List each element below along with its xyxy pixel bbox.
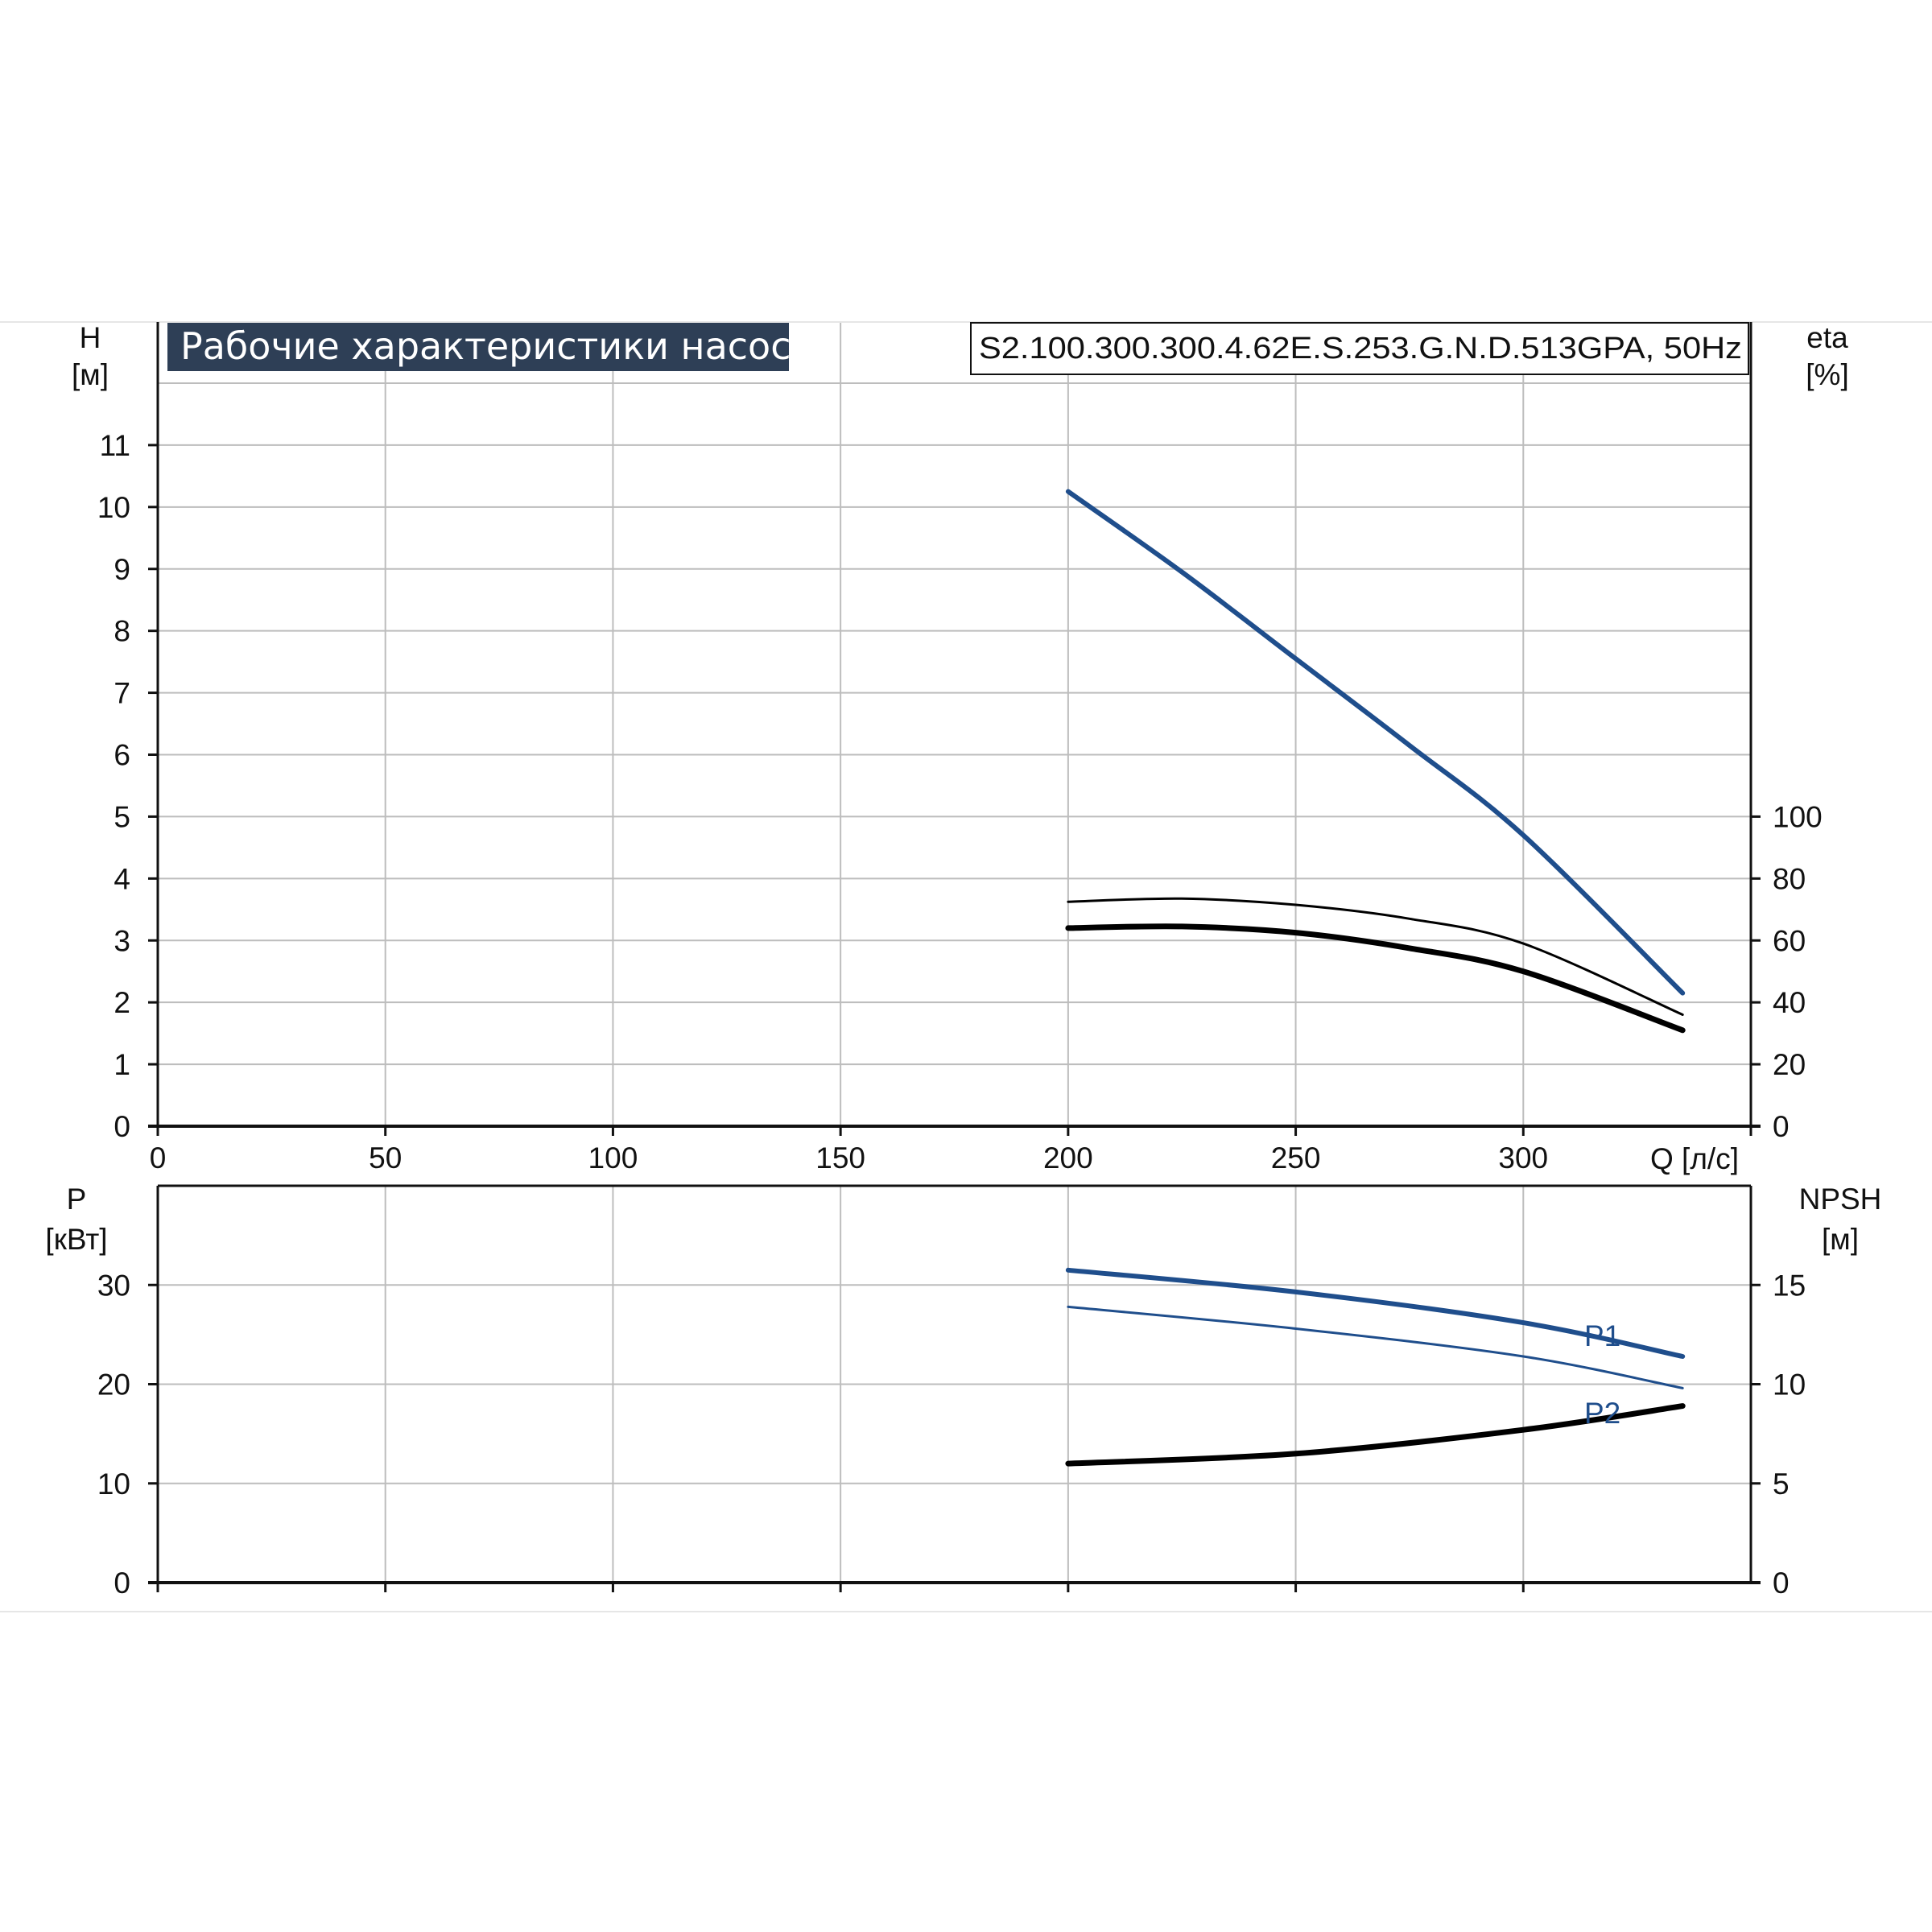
top-left-tick-label: 11 [100,429,130,462]
top-right-axis-unit: [%] [1806,358,1848,391]
bottom-left-tick-label: 30 [97,1269,130,1302]
top-right-axis-title: eta [1806,321,1848,354]
top-right-tick-label: 100 [1773,800,1823,833]
bottom-right-axis-title: NPSH [1799,1183,1882,1216]
x-tick-label: 50 [369,1141,402,1174]
top-left-tick-label: 7 [114,677,130,710]
x-tick-label: 150 [815,1141,865,1174]
x-tick-label: 100 [588,1141,638,1174]
top-left-tick-label: 0 [114,1110,130,1143]
top-right-tick-label: 0 [1773,1110,1790,1143]
top-left-tick-label: 6 [114,739,130,772]
top-left-tick-label: 8 [114,615,130,648]
top-left-axis-unit: [м] [72,358,109,391]
chart-title: Рабочие характеристики насоса [180,324,814,368]
top-right-tick-label: 80 [1773,862,1806,895]
top-left-tick-label: 3 [114,924,130,957]
title-box [167,323,789,371]
bottom-left-tick-label: 10 [97,1468,130,1501]
bottom-series-0-curve [1065,1267,1686,1359]
bottom-left-tick-label: 0 [114,1567,130,1600]
bottom-panel-curves [1065,1267,1686,1467]
x-tick-label: 250 [1271,1141,1321,1174]
top-series-2-curve [1065,923,1686,1034]
model-label: S2.100.300.300.4.62E.S.253.G.N.D.513GPA,… [979,332,1742,365]
bottom-right-axis-unit: [м] [1822,1223,1859,1256]
top-right-tick-label: 60 [1773,924,1806,957]
bottom-right-tick-label: 15 [1773,1269,1806,1302]
top-left-tick-label: 5 [114,800,130,833]
top-left-axis-title: H [80,321,101,354]
top-panel-grid [148,322,1761,1128]
top-left-tick-label: 2 [114,986,130,1019]
p1-curve-label: P1 [1584,1319,1620,1352]
bottom-left-axis-title: P [67,1183,87,1216]
bottom-left-tick-label: 20 [97,1368,130,1402]
top-left-tick-label: 10 [97,491,130,524]
top-series-0-curve [1065,489,1686,996]
bottom-left-axis-unit: [кВт] [45,1223,107,1256]
bottom-series-1-curve [1067,1305,1684,1389]
top-left-tick-label: 9 [114,553,130,586]
top-left-tick-label: 1 [114,1048,130,1081]
bottom-right-tick-label: 5 [1773,1468,1790,1501]
x-tick-label: 300 [1498,1141,1548,1174]
x-axis-title: Q [л/с] [1650,1142,1739,1175]
top-series-1-curve [1067,897,1684,1016]
top-right-tick-label: 40 [1773,986,1806,1019]
bottom-right-tick-label: 10 [1773,1368,1806,1402]
model-box [970,322,1749,375]
x-tick-label: 0 [150,1141,167,1174]
bottom-series-2-curve [1065,1403,1686,1467]
bottom-right-tick-label: 0 [1773,1567,1790,1600]
top-panel-curves [1065,489,1686,1034]
p2-curve-label: P2 [1584,1397,1620,1430]
top-right-tick-label: 20 [1773,1048,1806,1081]
x-tick-label: 200 [1043,1141,1093,1174]
top-left-tick-label: 4 [114,862,130,895]
